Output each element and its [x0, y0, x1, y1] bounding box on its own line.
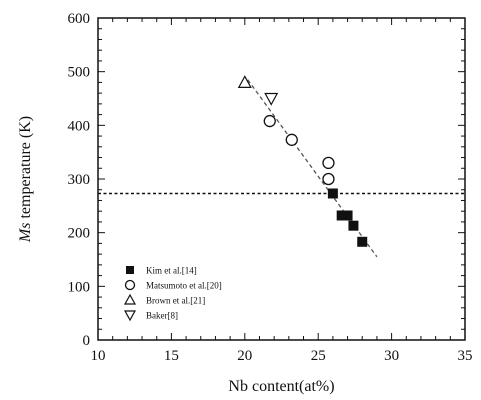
x-tick-label: 20	[237, 348, 252, 364]
y-axis-label-ms: Ms	[17, 223, 34, 244]
y-tick-label: 500	[68, 65, 91, 81]
legend-marker	[123, 293, 137, 305]
x-axis-label: Nb content(at%)	[228, 378, 334, 395]
x-tick-label: 25	[311, 348, 326, 364]
legend-marker	[124, 279, 136, 291]
data-point	[285, 133, 298, 146]
legend: Kim et al.[14] Matsumoto et al.[20] Brown …	[123, 266, 222, 322]
legend-label: Kim et al.[14]	[146, 266, 197, 276]
x-tick-label: 15	[164, 348, 179, 364]
y-tick-label: 100	[68, 279, 91, 295]
y-tick-label: 300	[68, 172, 91, 188]
y-tick-labels: 0 100 200 300 400 500 600	[68, 11, 91, 349]
x-tick-labels: 10 15 20 25 30 35	[91, 348, 473, 364]
data-point	[264, 92, 279, 106]
y-tick-label: 0	[83, 333, 91, 349]
y-tick-label: 200	[68, 226, 91, 242]
data-point	[322, 156, 335, 170]
y-tick-label: 600	[68, 11, 91, 27]
y-axis-label-rest: temperature (K)	[17, 116, 34, 223]
legend-label: Baker[8]	[146, 311, 178, 321]
data-point	[342, 210, 353, 221]
legend-marker	[123, 310, 137, 322]
data-point	[348, 220, 359, 231]
x-tick-label: 35	[458, 348, 473, 364]
legend-label: Brown et al.[21]	[146, 296, 205, 306]
data-point	[237, 75, 252, 89]
legend-marker	[126, 266, 134, 274]
x-tick-label: 10	[91, 348, 106, 364]
data-points	[237, 75, 368, 247]
data-point	[263, 114, 276, 128]
x-tick-label: 30	[384, 348, 399, 364]
plot-frame	[97, 17, 466, 341]
data-point	[336, 210, 347, 221]
legend-label: Matsumoto et al.[20]	[146, 281, 222, 291]
chart-lines	[98, 79, 465, 258]
axis-ticks	[97, 17, 466, 341]
data-point	[327, 188, 338, 199]
data-point	[322, 172, 335, 186]
y-axis-label: Ms temperature (K)	[17, 116, 34, 243]
y-tick-label: 400	[68, 118, 91, 134]
data-point	[357, 236, 368, 247]
